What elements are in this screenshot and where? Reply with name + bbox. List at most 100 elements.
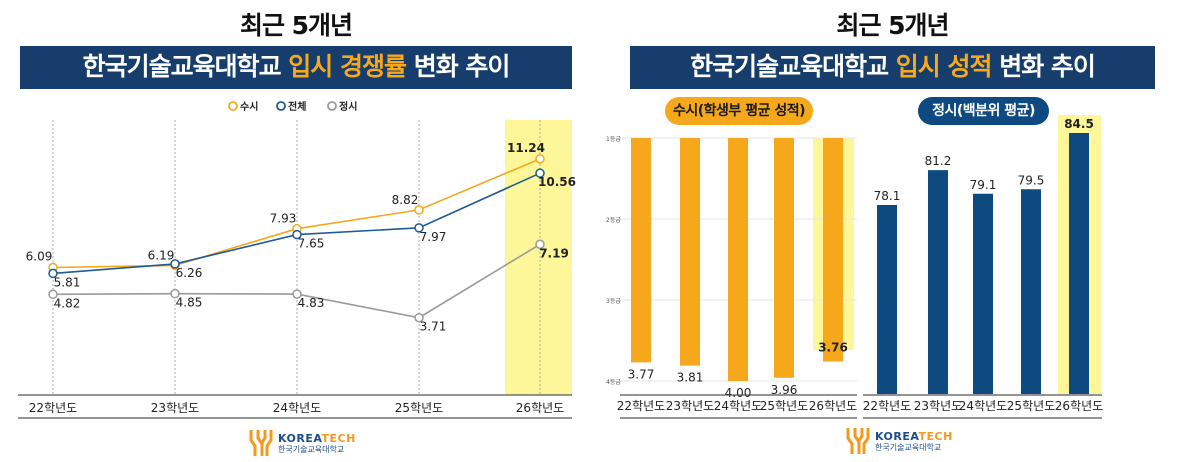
- right-title-banner: 한국기술교육대학교 입시 성적 변화 추이: [630, 46, 1155, 89]
- left-title-banner: 한국기술교육대학교 입시 경쟁률 변화 추이: [20, 46, 572, 89]
- data-label: 78.1: [874, 189, 901, 203]
- susi-grade-bar-chart: 1등급 2등급 3등급 4등급 3.77 3.81 4.00 3.96 3.76 22학년도 23학…: [606, 136, 857, 419]
- x-tick-label: 26학년도: [809, 399, 857, 413]
- data-point: [170, 288, 180, 299]
- bar: [1021, 189, 1041, 394]
- data-label: 4.00: [725, 386, 752, 400]
- data-label: 79.5: [1018, 173, 1045, 187]
- bar: [973, 193, 993, 394]
- left-title-highlight: 입시 경쟁률: [288, 52, 407, 81]
- legend-marker-1: [276, 101, 286, 111]
- legend-label: 전체: [288, 100, 306, 113]
- data-label: 4.83: [298, 296, 325, 310]
- y-tick-label: 4등급: [606, 379, 621, 386]
- highlight-band: [505, 120, 572, 395]
- data-label: 7.97: [420, 230, 447, 244]
- data-label: 6.26: [176, 266, 203, 280]
- x-tick-label: 26학년도: [1055, 399, 1103, 413]
- data-point: [414, 205, 424, 215]
- x-tick-label: 24학년도: [959, 399, 1007, 413]
- koreatech-logo-left: KOREATECH 한국기술교육대학교: [248, 428, 356, 458]
- right-kicker: 최근 5개년: [836, 11, 949, 40]
- x-tick-label: 25학년도: [760, 399, 808, 413]
- x-tick-label: 22학년도: [29, 401, 77, 415]
- x-tick-label: 25학년도: [1007, 399, 1055, 413]
- data-label: 10.56: [538, 175, 576, 189]
- competition-line-chart: 22학년도 23학년도 24학년도 25학년도 26학년도 수시 전체 정시 6.09 6.19 7…: [18, 100, 576, 419]
- data-label: 3.81: [677, 371, 704, 385]
- logo-en-a: KOREA: [278, 431, 322, 445]
- jeongsi-pill: 정시(백분위 평균): [918, 97, 1049, 125]
- x-tick-label: 24학년도: [714, 399, 762, 413]
- data-label: 4.82: [54, 296, 81, 310]
- data-label: 84.5: [1064, 117, 1094, 131]
- data-label: 5.81: [54, 275, 81, 289]
- bar: [680, 138, 700, 366]
- data-label: 7.93: [270, 212, 297, 226]
- susi-pill: 수시(학생부 평균 성적): [665, 97, 813, 125]
- data-point: [414, 312, 424, 323]
- series-line-0: [52, 158, 541, 269]
- logo-en-b: TECH: [321, 431, 356, 445]
- bar: [877, 205, 897, 394]
- legend-label: 수시: [240, 101, 258, 113]
- data-label: 6.09: [26, 250, 53, 264]
- data-label: 81.2: [925, 154, 952, 168]
- data-label: 3.71: [420, 320, 447, 334]
- logo-ko: 한국기술교육대학교: [278, 444, 345, 454]
- data-point: [292, 289, 302, 299]
- y-tick-label: 1등급: [606, 136, 621, 143]
- data-point: [535, 154, 545, 164]
- right-title-post: 변화 추이: [991, 52, 1096, 81]
- x-tick-label: 23학년도: [666, 399, 714, 413]
- logo-en-a: KOREA: [875, 429, 919, 443]
- series-line-1: [52, 172, 541, 275]
- left-kicker: 최근 5개년: [239, 11, 353, 40]
- logo-ko: 한국기술교육대학교: [875, 442, 942, 452]
- right-title-highlight: 입시 성적: [895, 52, 993, 81]
- data-label: 6.19: [148, 248, 175, 262]
- data-point: [535, 239, 545, 250]
- bar: [631, 138, 651, 363]
- logo-mark-icon: [249, 430, 273, 456]
- data-point: [170, 259, 180, 269]
- x-tick-label: 23학년도: [151, 401, 199, 415]
- koreatech-logo-right: KOREATECH 한국기술교육대학교: [845, 426, 953, 456]
- data-point: [535, 168, 545, 178]
- x-tick-label: 26학년도: [516, 401, 564, 415]
- data-point: [414, 223, 424, 233]
- data-label: 8.82: [392, 193, 419, 207]
- bar: [774, 138, 794, 378]
- data-label: 79.1: [970, 178, 997, 192]
- data-label: 7.65: [298, 237, 325, 251]
- x-tick-label: 23학년도: [914, 399, 962, 413]
- right-title-pre: 한국기술교육대학교: [690, 52, 896, 81]
- legend-label: 정시: [339, 100, 357, 113]
- legend-marker-0: [228, 101, 238, 111]
- series-line-2: [52, 243, 541, 319]
- y-tick-label: 2등급: [606, 217, 621, 224]
- data-label: 3.96: [771, 383, 798, 397]
- data-point: [48, 268, 58, 279]
- data-label: 3.76: [818, 341, 848, 355]
- x-tick-label: 25학년도: [395, 401, 443, 415]
- bar: [823, 138, 843, 362]
- left-title-post: 변화 추이: [406, 52, 511, 81]
- bar: [928, 170, 948, 394]
- data-label: 7.19: [539, 246, 569, 260]
- x-tick-label: 22학년도: [617, 399, 665, 413]
- bar: [1069, 133, 1089, 394]
- x-tick-label: 22학년도: [863, 399, 911, 413]
- y-tick-label: 3등급: [606, 298, 621, 305]
- logo-mark-icon: [846, 428, 870, 454]
- data-label: 4.85: [176, 296, 203, 310]
- data-point: [292, 229, 302, 240]
- legend-marker-2: [327, 101, 337, 111]
- x-tick-label: 24학년도: [273, 401, 321, 415]
- logo-en-b: TECH: [918, 429, 953, 443]
- left-title-pre: 한국기술교육대학교: [82, 52, 289, 81]
- data-label: 11.24: [507, 141, 545, 155]
- bar: [728, 138, 748, 381]
